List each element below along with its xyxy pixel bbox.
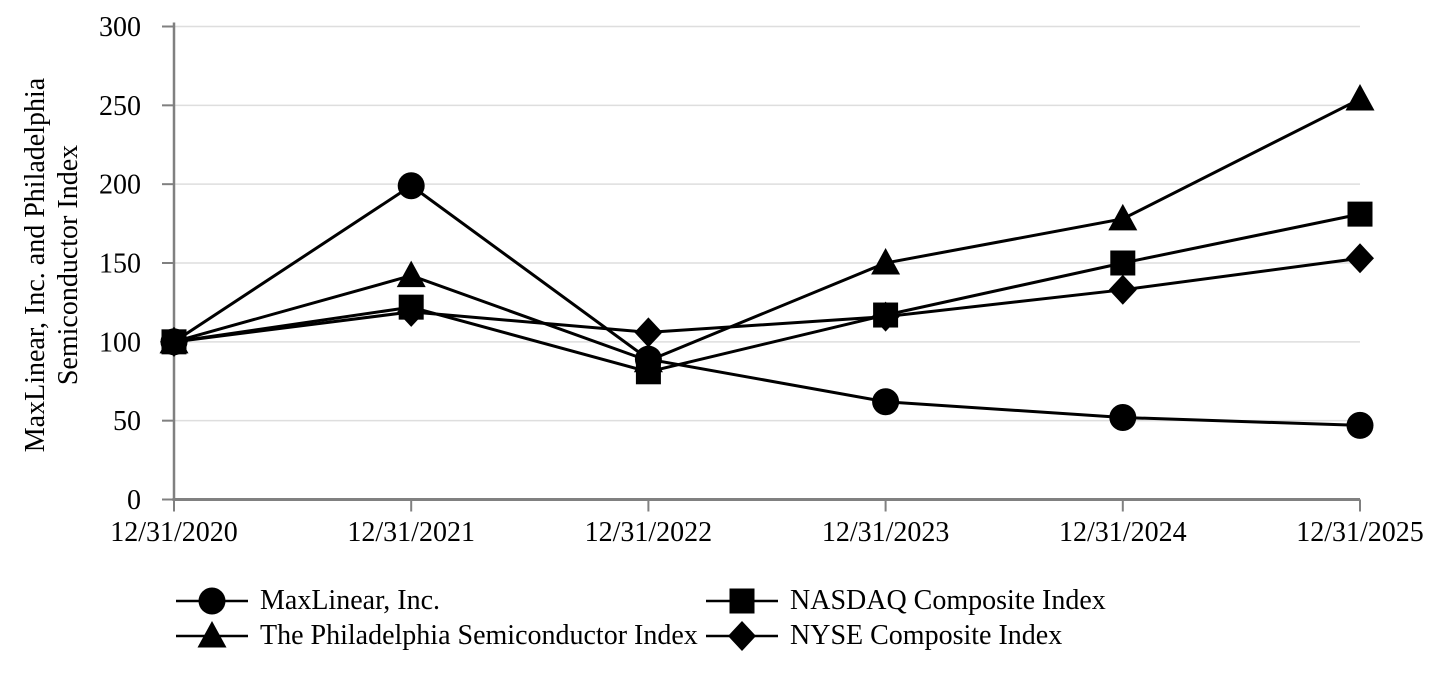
legend-label-philadelphia-semiconductor: The Philadelphia Semiconductor Index (260, 619, 698, 651)
triangle-marker (197, 620, 227, 647)
legend-label-nyse: NYSE Composite Index (790, 619, 1063, 651)
diamond-marker (728, 620, 756, 651)
triangle-marker (1345, 84, 1375, 111)
y-tick-label: 250 (99, 91, 141, 122)
y-tick-label: 0 (127, 485, 141, 516)
x-tick-label: 12/31/2020 (110, 517, 238, 548)
chart-legend: MaxLinear, Inc. NASDAQ Composite Index T… (176, 584, 1106, 652)
y-tick-label: 100 (99, 327, 141, 358)
triangle-marker (871, 248, 901, 275)
legend-item-nasdaq: NASDAQ Composite Index (706, 584, 1106, 617)
square-marker-icon (706, 588, 778, 613)
circle-marker (160, 328, 188, 356)
diamond-marker (1346, 243, 1374, 274)
circle-marker (872, 388, 900, 416)
x-tick-labels: 12/31/2020 12/31/2021 12/31/2022 12/31/2023… (110, 517, 1424, 548)
circle-marker (1109, 404, 1137, 432)
y-tick-label: 300 (99, 12, 141, 43)
circle-marker-icon (176, 587, 248, 614)
x-tick-label: 12/31/2025 (1296, 517, 1424, 548)
series-markers-nyse-composite-index (160, 243, 1374, 357)
legend-item-maxlinear: MaxLinear, Inc. (176, 584, 706, 617)
diamond-marker (634, 317, 663, 348)
triangle-marker (396, 260, 426, 288)
diamond-marker (1108, 274, 1137, 305)
y-tick-labels: 0 50 100 150 200 250 300 (99, 12, 141, 516)
legend-label-maxlinear: MaxLinear, Inc. (260, 584, 441, 616)
axes (162, 22, 1361, 512)
series-line-maxlinear-inc (173, 183, 1361, 427)
legend-item-philadelphia-semiconductor: The Philadelphia Semiconductor Index (176, 619, 706, 652)
diamond-marker-icon (706, 620, 778, 651)
square-marker (729, 588, 755, 613)
square-marker (1347, 201, 1373, 227)
x-tick-label: 12/31/2024 (1059, 517, 1187, 548)
circle-marker (634, 345, 662, 373)
y-tick-label: 150 (99, 249, 141, 280)
circle-marker (198, 587, 226, 614)
circle-marker (1346, 411, 1374, 439)
series-markers-maxlinear-inc (160, 172, 1374, 439)
legend-label-nasdaq: NASDAQ Composite Index (790, 584, 1106, 616)
square-marker (1110, 250, 1136, 276)
y-tick-label: 50 (113, 406, 141, 437)
y-gridlines (174, 25, 1360, 422)
series-markers-the-philadelphia-semiconductor-index (159, 84, 1375, 373)
x-tick-label: 12/31/2023 (822, 517, 950, 548)
triangle-marker-icon (176, 620, 248, 647)
square-marker (398, 294, 424, 320)
y-tick-label: 200 (99, 170, 141, 201)
x-tick-label: 12/31/2021 (347, 517, 475, 548)
series-line-nyse-composite-index (173, 256, 1361, 344)
square-marker (873, 302, 899, 328)
series-line-nasdaq-composite-index (173, 212, 1361, 374)
series-line-the-philadelphia-semiconductor-index (173, 97, 1361, 363)
triangle-marker (1108, 203, 1138, 231)
circle-marker (397, 172, 425, 200)
x-tick-label: 12/31/2022 (585, 517, 713, 548)
legend-item-nyse: NYSE Composite Index (706, 619, 1106, 652)
